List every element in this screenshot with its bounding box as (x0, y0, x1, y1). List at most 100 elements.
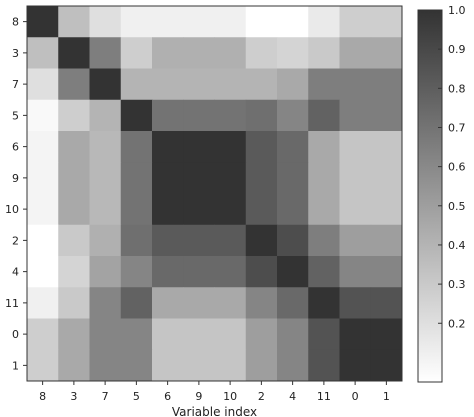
heatmap-cell-8-6 (152, 6, 184, 38)
heatmap-cell-3-5 (120, 37, 153, 69)
x-tick-label: 3 (70, 390, 77, 403)
heatmap-cell-6-2 (245, 131, 278, 163)
heatmap-cell-4-9 (183, 256, 215, 288)
heatmap-cell-8-11 (308, 6, 340, 38)
colorbar-tick-label: 0.9 (448, 43, 466, 56)
heatmap-cell-11-3 (58, 287, 90, 319)
heatmap-cell-1-8 (27, 349, 59, 382)
heatmap-cell-0-0 (339, 318, 372, 351)
heatmap-cell-9-10 (214, 162, 247, 194)
heatmap-cell-1-3 (58, 349, 90, 382)
heatmap-cell-9-4 (277, 162, 309, 194)
heatmap-cell-4-8 (27, 256, 59, 288)
heatmap-cell-11-11 (308, 287, 340, 319)
heatmap-cell-6-10 (214, 131, 247, 163)
heatmap-cell-6-5 (120, 131, 153, 163)
heatmap-cell-4-4 (277, 256, 309, 288)
heatmap-cell-10-3 (58, 193, 90, 226)
heatmap-cell-5-5 (120, 99, 153, 132)
heatmap-cell-10-7 (89, 193, 122, 226)
heatmap-cell-10-8 (27, 193, 59, 226)
heatmap-cell-5-2 (245, 99, 278, 132)
y-tick-label: 8 (12, 16, 19, 29)
heatmap-cell-10-5 (120, 193, 153, 226)
heatmap-cell-7-0 (339, 68, 372, 101)
heatmap-cell-3-1 (370, 37, 403, 69)
heatmap-cell-4-0 (339, 256, 372, 288)
heatmap-cell-2-1 (370, 224, 403, 257)
heatmap-cell-3-9 (183, 37, 215, 69)
x-tick-label: 7 (102, 390, 109, 403)
heatmap-cell-6-4 (277, 131, 309, 163)
heatmap-cell-3-7 (89, 37, 122, 69)
heatmap-cell-1-9 (183, 349, 215, 382)
colorbar-ticks: 1.0 0.9 0.8 0.7 0.6 0.5 0.4 0.3 0.2 (438, 4, 466, 330)
heatmap-cell-7-9 (183, 68, 215, 101)
colorbar (417, 9, 443, 383)
heatmap-cell-4-1 (370, 256, 403, 288)
heatmap-cells (27, 6, 403, 382)
x-tick-label: 5 (133, 390, 140, 403)
heatmap-cell-11-2 (245, 287, 278, 319)
heatmap-cell-8-9 (183, 6, 215, 38)
y-tick-label: 3 (12, 47, 19, 60)
heatmap-cell-2-0 (339, 224, 372, 257)
plot-frame (26, 5, 403, 382)
heatmap-cell-1-10 (214, 349, 247, 382)
heatmap-cell-9-7 (89, 162, 122, 194)
heatmap-cell-7-6 (152, 68, 184, 101)
heatmap-cell-5-9 (183, 99, 215, 132)
x-axis-title: Variable index (172, 405, 257, 417)
y-tick-label: 10 (5, 203, 19, 216)
heatmap-cell-9-5 (120, 162, 153, 194)
heatmap-cell-4-7 (89, 256, 122, 288)
colorbar-tick-label: 0.5 (448, 200, 466, 213)
heatmap-cell-3-0 (339, 37, 372, 69)
heatmap-cell-4-2 (245, 256, 278, 288)
heatmap-cell-7-8 (27, 68, 59, 101)
colorbar-tick-label: 0.6 (448, 161, 466, 174)
heatmap-cell-11-10 (214, 287, 247, 319)
x-tick-label: 11 (317, 390, 331, 403)
heatmap-cell-2-5 (120, 224, 153, 257)
heatmap-cell-7-2 (245, 68, 278, 101)
heatmap-cell-1-5 (120, 349, 153, 382)
heatmap-cell-5-8 (27, 99, 59, 132)
x-tick-label: 9 (195, 390, 202, 403)
heatmap-cell-1-4 (277, 349, 309, 382)
heatmap-cell-2-3 (58, 224, 90, 257)
heatmap-cell-0-2 (245, 318, 278, 351)
colorbar-tick-label: 1.0 (448, 4, 466, 17)
heatmap-cell-10-6 (152, 193, 184, 226)
heatmap-cell-11-8 (27, 287, 59, 319)
heatmap-cell-6-0 (339, 131, 372, 163)
y-axis-ticks: 8 3 7 5 6 9 10 2 4 11 0 1 (5, 16, 27, 372)
y-tick-label: 5 (12, 109, 19, 122)
x-tick-label: 1 (383, 390, 390, 403)
heatmap-cell-6-6 (152, 131, 184, 163)
heatmap-cell-7-10 (214, 68, 247, 101)
heatmap-cell-8-4 (277, 6, 309, 38)
heatmap-cell-0-7 (89, 318, 122, 351)
heatmap-cell-10-1 (370, 193, 403, 226)
heatmap-cell-2-7 (89, 224, 122, 257)
heatmap-cell-7-1 (370, 68, 403, 101)
heatmap-cell-5-10 (214, 99, 247, 132)
heatmap-cell-9-0 (339, 162, 372, 194)
heatmap-cell-3-11 (308, 37, 340, 69)
heatmap-cell-9-2 (245, 162, 278, 194)
heatmap-cell-2-10 (214, 224, 247, 257)
heatmap-cell-8-8 (27, 6, 59, 38)
heatmap-cell-9-3 (58, 162, 90, 194)
heatmap-cell-2-11 (308, 224, 340, 257)
heatmap-cell-4-6 (152, 256, 184, 288)
y-tick-label: 7 (12, 78, 19, 91)
heatmap-cell-5-3 (58, 99, 90, 132)
heatmap-cell-5-4 (277, 99, 309, 132)
heatmap-cell-2-6 (152, 224, 184, 257)
heatmap-cell-4-10 (214, 256, 247, 288)
heatmap-cell-10-11 (308, 193, 340, 226)
heatmap-cell-0-9 (183, 318, 215, 351)
heatmap-cell-2-8 (27, 224, 59, 257)
heatmap-cell-8-3 (58, 6, 90, 38)
